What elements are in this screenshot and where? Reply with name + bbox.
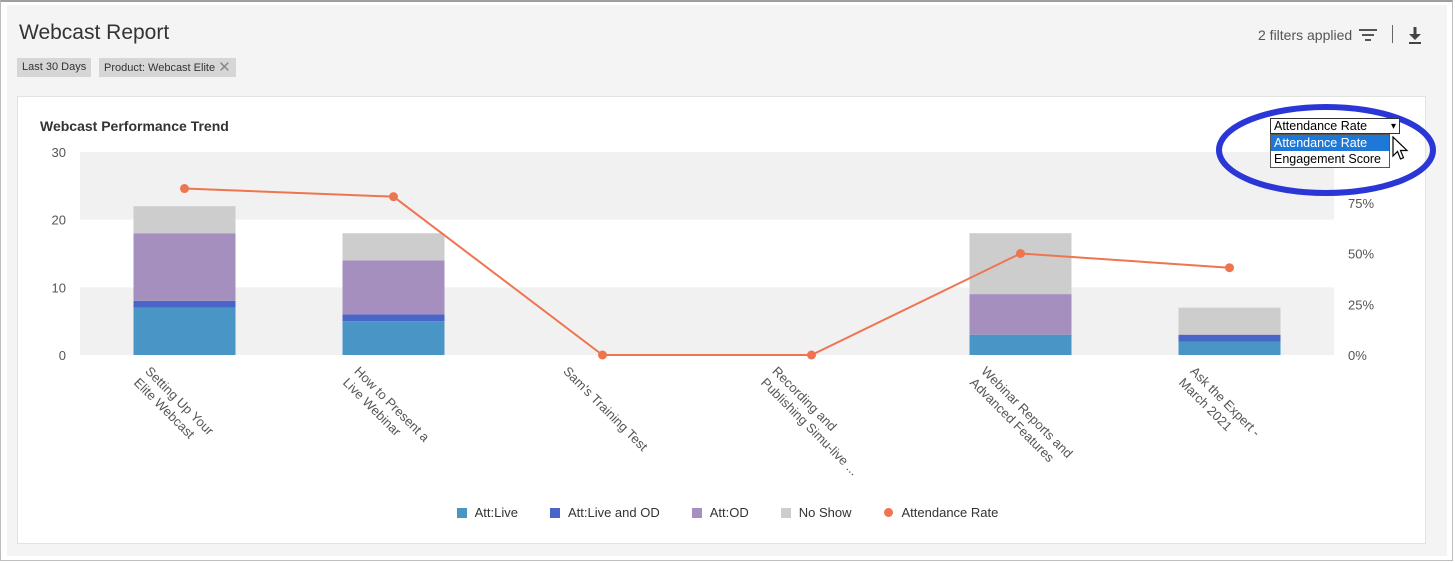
option-attendance-rate[interactable]: Attendance Rate (1271, 135, 1389, 151)
legend-swatch (780, 507, 791, 518)
y-tick-label: 30 (52, 145, 66, 160)
legend-label: No Show (798, 505, 852, 520)
legend-item-att-live[interactable]: Att:Live (456, 505, 518, 520)
legend-item-att-live-and-od[interactable]: Att:Live and OD (549, 505, 660, 520)
legend-label: Attendance Rate (901, 505, 999, 520)
y2-tick-label: 50% (1348, 247, 1374, 262)
y-tick-label: 0 (59, 348, 66, 363)
toolbar-divider (1392, 25, 1393, 43)
bar-segment[interactable] (969, 294, 1072, 335)
attendance-rate-line (184, 187, 1230, 356)
attendance-rate-point[interactable] (389, 192, 398, 202)
bar-segment[interactable] (342, 233, 445, 261)
attendance-rate-point[interactable] (1016, 249, 1025, 258)
bar-segment[interactable] (342, 321, 445, 355)
filter-chip-date[interactable]: Last 30 Days (17, 58, 92, 77)
x-tick-label-line: Sam's Training Test (560, 364, 651, 455)
y2-tick-label: 75% (1348, 196, 1374, 211)
y-tick-label: 20 (52, 213, 66, 228)
chevron-down-icon: ▾ (1390, 121, 1396, 132)
grid-band (80, 287, 1334, 355)
page-title: Webcast Report (19, 21, 170, 44)
metric-dropdown: Attendance Rate Engagement Score (1270, 134, 1390, 168)
legend-item-att-od[interactable]: Att:OD (691, 505, 749, 520)
bar-segment[interactable] (133, 307, 236, 355)
mouse-cursor-icon (1391, 135, 1411, 167)
legend-label: Att:OD (709, 505, 749, 520)
y-tick-label: 10 (52, 280, 66, 295)
filter-chip-product-label: Product: Webcast Elite (104, 62, 216, 74)
bar-segment[interactable] (342, 260, 445, 315)
legend-label: Att:Live and OD (567, 505, 660, 520)
grid-band (80, 152, 1334, 220)
x-tick-label: Sam's Training Test (560, 364, 651, 455)
filters-applied-text[interactable]: 2 filters applied (1258, 27, 1353, 43)
legend-swatch (549, 507, 560, 518)
legend-swatch (691, 507, 702, 518)
filter-chip-date-label: Last 30 Days (22, 61, 87, 73)
bar-segment[interactable] (133, 206, 236, 234)
bar-segment[interactable] (133, 300, 236, 308)
highlight-ring (1216, 104, 1436, 196)
x-tick-label: Ask the Expert -March 2021 (1176, 364, 1263, 440)
chart-legend: Att:Live Att:Live and OD Att:OD No Show … (0, 505, 1455, 520)
bar-segment[interactable] (1178, 341, 1281, 355)
bar-segment[interactable] (342, 314, 445, 322)
download-icon[interactable] (1406, 25, 1424, 45)
attendance-rate-point[interactable] (180, 184, 189, 194)
bar-segment[interactable] (1178, 307, 1281, 335)
legend-item-no-show[interactable]: No Show (780, 505, 852, 520)
metric-select[interactable]: Attendance Rate ▾ (1270, 118, 1400, 134)
x-tick-label-line: Webinar Reports and (978, 364, 1075, 461)
attendance-rate-point[interactable] (1225, 263, 1234, 273)
legend-item-attendance-rate[interactable]: Attendance Rate (883, 505, 999, 520)
filter-chip-product[interactable]: Product: Webcast Elite ✕ (99, 58, 236, 77)
bar-segment[interactable] (969, 334, 1072, 355)
bar-segment[interactable] (133, 233, 236, 301)
bar-segment[interactable] (1178, 334, 1281, 342)
y2-tick-label: 25% (1348, 297, 1374, 312)
y2-tick-label: 0% (1348, 348, 1367, 363)
option-engagement-score[interactable]: Engagement Score (1274, 152, 1382, 166)
metric-select-value: Attendance Rate (1274, 119, 1368, 133)
close-icon[interactable]: ✕ (218, 59, 231, 76)
x-tick-label-line: Publishing Simu-live ... (758, 375, 862, 479)
chart-title: Webcast Performance Trend (40, 118, 229, 134)
bar-segment[interactable] (969, 233, 1072, 295)
attendance-rate-point[interactable] (598, 350, 607, 360)
attendance-rate-point[interactable] (807, 350, 816, 360)
filter-icon[interactable] (1358, 26, 1378, 44)
legend-label: Att:Live (474, 505, 518, 520)
legend-swatch (883, 508, 893, 517)
legend-swatch (456, 507, 467, 518)
